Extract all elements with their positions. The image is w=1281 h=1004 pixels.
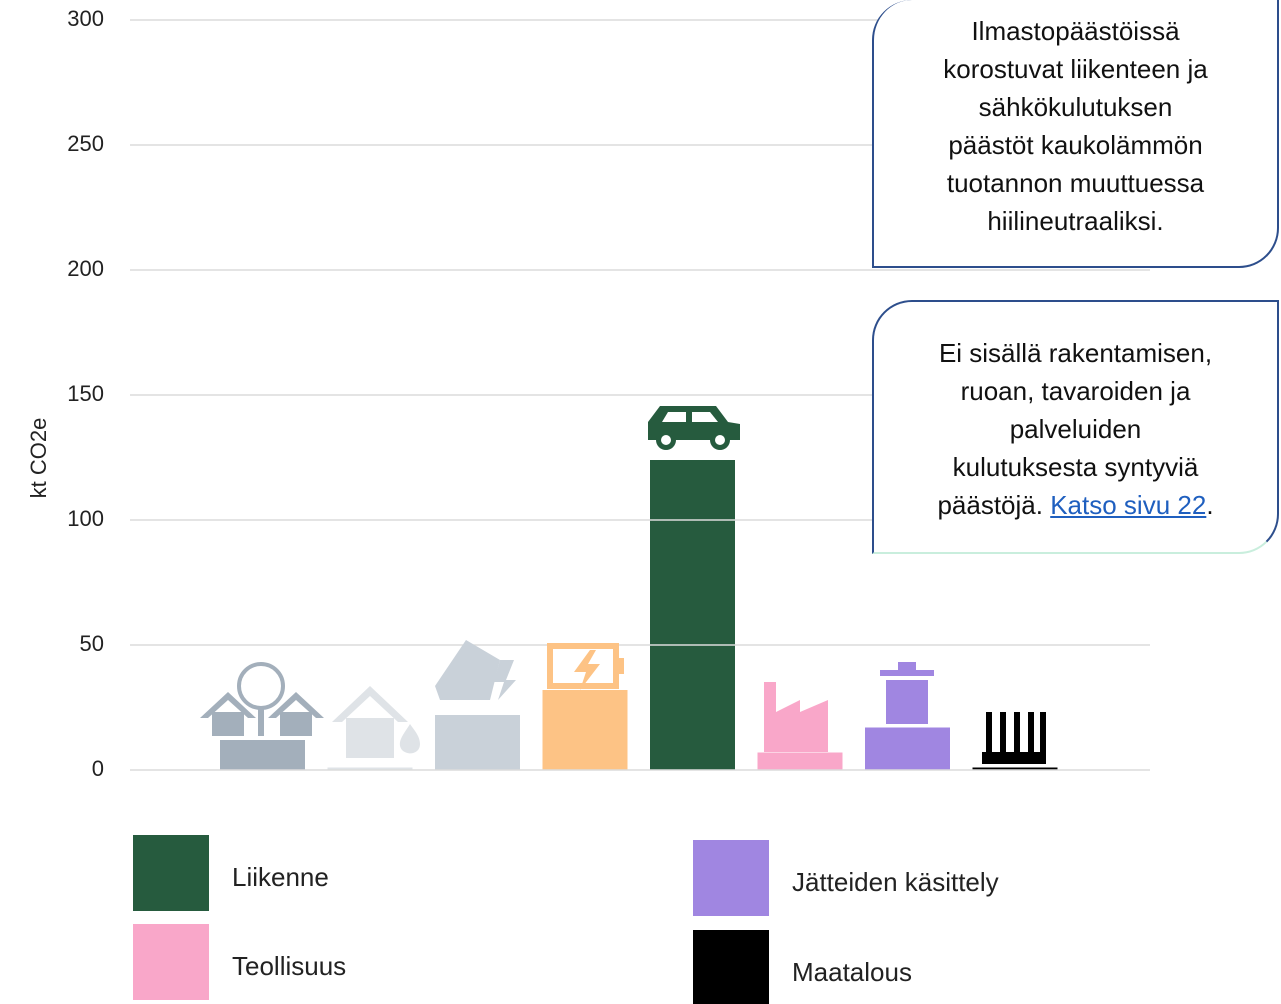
callout-line: päästöjä. Katso sivu 22. — [874, 486, 1277, 524]
bar — [542, 690, 628, 770]
callout-line: päästöt kaukolämmön — [948, 130, 1203, 160]
legend-label: Liikenne — [232, 862, 329, 892]
callout-line: hiilineutraaliksi. — [987, 206, 1164, 236]
legend-label: Maatalous — [792, 957, 912, 987]
callout-text: . — [1206, 490, 1214, 520]
y-tick-label: 150 — [67, 381, 104, 406]
icon-battery — [547, 643, 624, 690]
callout-line: Ilmastopäästöissä — [971, 16, 1180, 46]
callout: Ilmastopäästöissä korostuvat liikenteen j… — [872, 0, 1279, 268]
icon-trash — [880, 662, 934, 724]
y-tick-label: 300 — [67, 6, 104, 31]
callout-text: päästöjä. — [937, 490, 1043, 520]
callout-line: ruoan, tavaroiden ja — [960, 376, 1191, 406]
icon-house-electric — [435, 640, 516, 700]
callout-line: sähkökulutuksen — [978, 92, 1173, 122]
icon-district-heat — [200, 662, 324, 736]
link[interactable]: Katso sivu 22 — [1050, 490, 1207, 520]
legend-swatch — [693, 930, 769, 1004]
icons — [200, 406, 1046, 764]
callout-line: palveluiden — [1009, 414, 1142, 444]
y-tick-label: 0 — [92, 756, 104, 781]
callout-line: kulutuksesta syntyviä — [952, 452, 1199, 482]
callout: Ei sisällä rakentamisen, ruoan, tavaroide… — [872, 300, 1279, 554]
y-tick-label: 200 — [67, 256, 104, 281]
bar — [435, 715, 520, 770]
y-tick-label: 50 — [80, 631, 104, 656]
y-tick-label: 100 — [67, 506, 104, 531]
callout-line: Ei sisällä rakentamisen, — [938, 338, 1213, 368]
y-tick-label: 250 — [67, 131, 104, 156]
icon-factory — [764, 682, 828, 752]
bar — [757, 752, 843, 770]
legend-label: Teollisuus — [232, 951, 346, 981]
bar — [220, 740, 305, 770]
icon-house-heat — [332, 686, 420, 758]
icon-wheat — [982, 712, 1046, 764]
bar — [865, 727, 950, 770]
legend-swatch — [133, 924, 209, 1000]
bar — [650, 460, 735, 770]
icon-car — [648, 406, 740, 450]
bar — [327, 767, 413, 770]
bar — [972, 767, 1058, 770]
callout-line: tuotannon muuttuessa — [946, 168, 1205, 198]
legend-swatch — [133, 835, 209, 911]
callout-line: korostuvat liikenteen ja — [943, 54, 1208, 84]
legend-swatch — [693, 840, 769, 916]
y-axis-label: kt CO2e — [26, 418, 51, 499]
legend-label: Jätteiden käsittely — [792, 867, 999, 897]
